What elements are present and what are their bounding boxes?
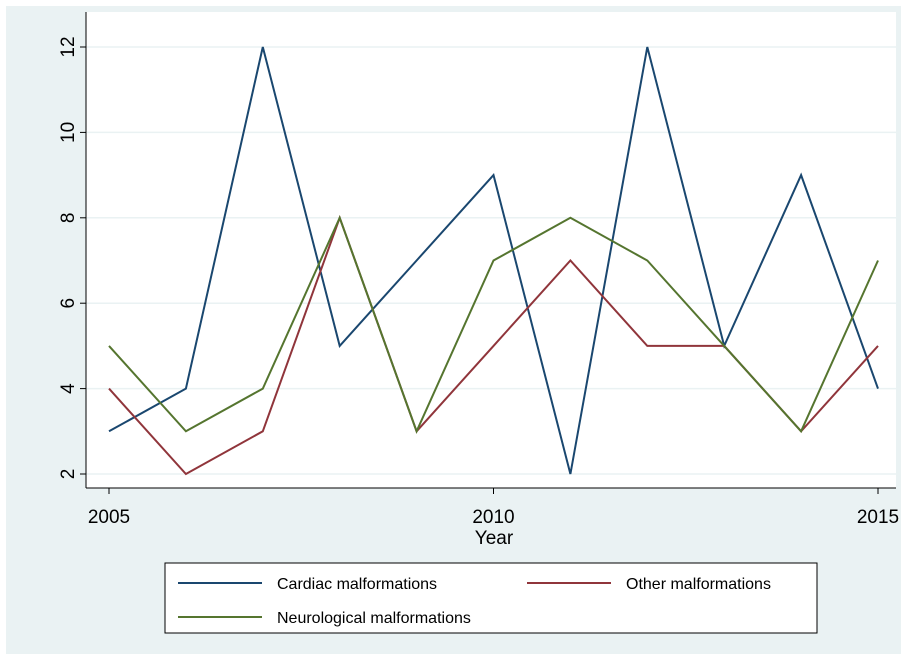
x-tick-label: 2010 (472, 507, 514, 528)
series-lines (108, 46, 879, 476)
y-tick-label: 12 (58, 36, 79, 57)
plot-area (86, 12, 896, 488)
x-tick-label: 2005 (88, 507, 130, 528)
legend-label: Neurological malformations (277, 610, 471, 627)
series-line (108, 46, 879, 475)
y-tick-label: 2 (58, 469, 79, 480)
legend-label: Cardiac malformations (277, 576, 437, 593)
x-axis: 2005 2010 2015 (86, 487, 899, 528)
series-line (108, 215, 879, 434)
y-tick-label: 6 (58, 298, 79, 309)
y-tick-label: 8 (58, 213, 79, 224)
y-tick-label: 10 (58, 122, 79, 143)
legend: Cardiac malformations Other malformations… (164, 562, 818, 634)
legend-box (164, 562, 818, 634)
x-tick-label: 2015 (857, 507, 899, 528)
x-axis-title: Year (475, 528, 514, 549)
legend-label: Other malformations (626, 576, 771, 593)
y-tick-label: 4 (58, 383, 79, 394)
y-axis: 2 4 6 8 10 12 (58, 12, 87, 488)
gridlines (86, 46, 896, 475)
